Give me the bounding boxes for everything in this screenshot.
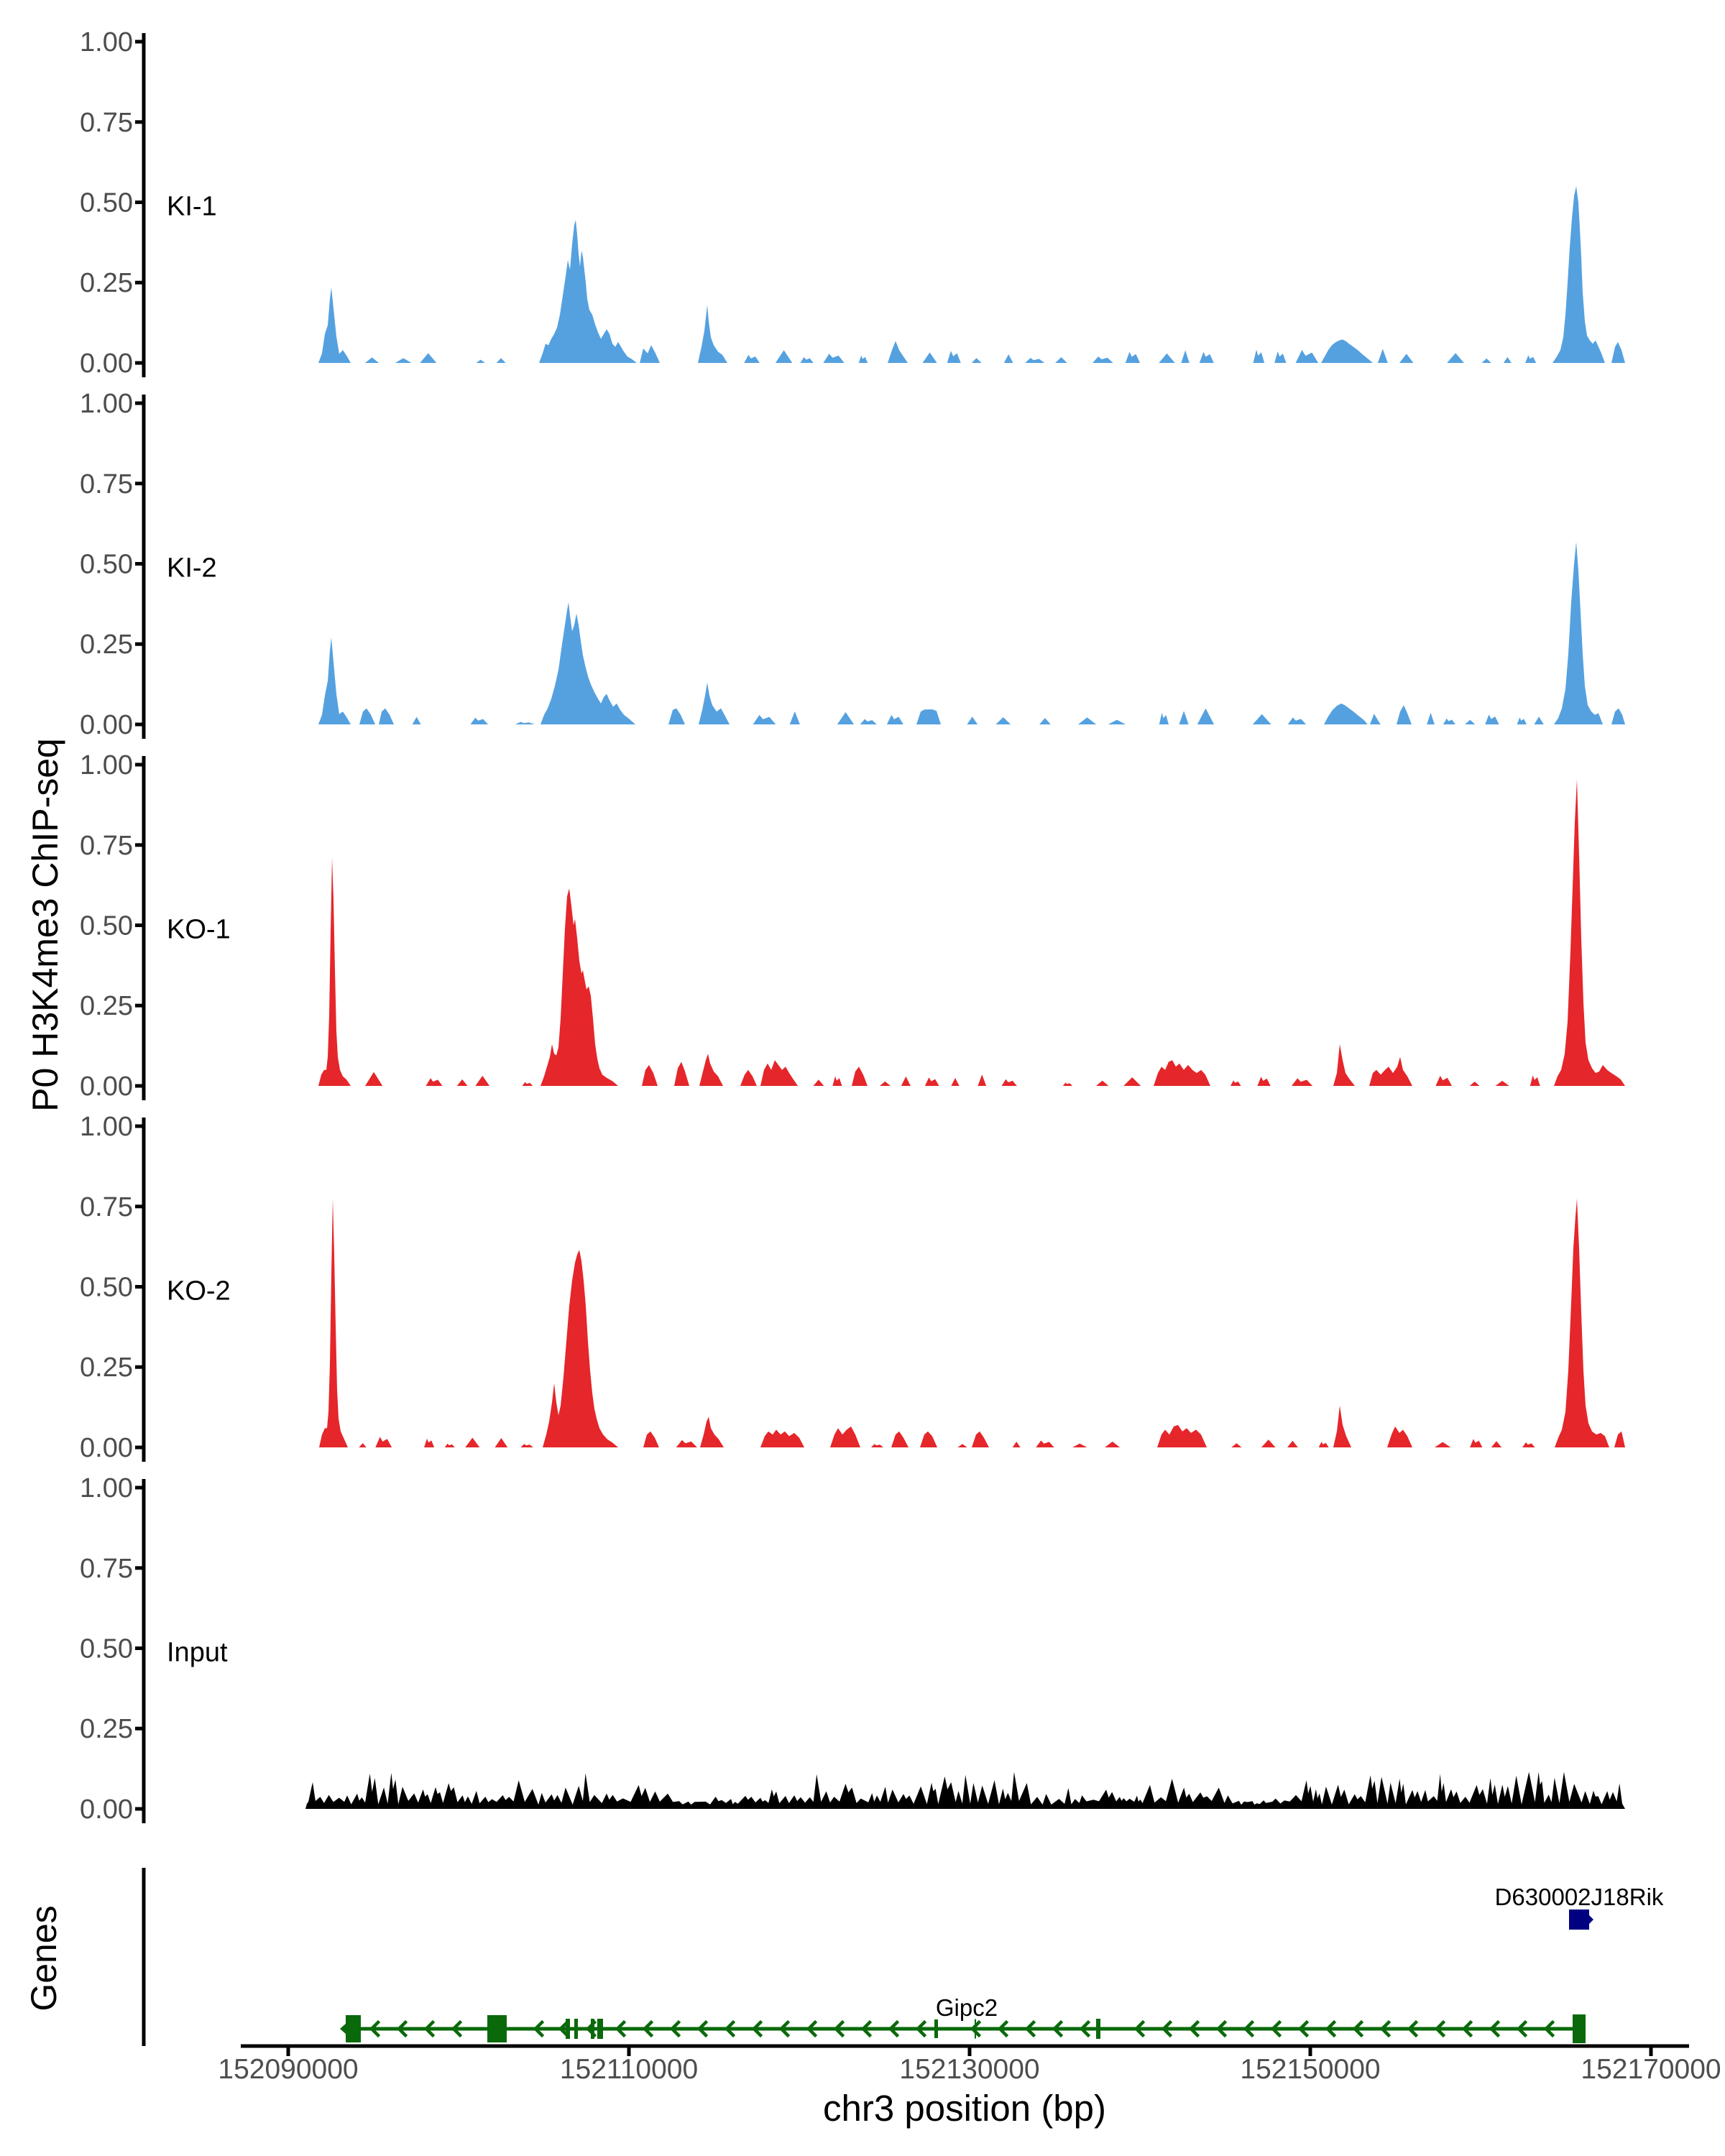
svg-text:1.00: 1.00 [80, 389, 133, 419]
svg-text:0.75: 0.75 [80, 831, 133, 861]
svg-text:152110000: 152110000 [560, 2054, 698, 2085]
svg-text:0.50: 0.50 [80, 1273, 133, 1303]
svg-text:1.00: 1.00 [80, 750, 133, 780]
svg-text:0.00: 0.00 [80, 1433, 133, 1463]
svg-text:0.00: 0.00 [80, 349, 133, 379]
svg-text:chr3 position (bp): chr3 position (bp) [823, 2088, 1106, 2129]
svg-text:0.25: 0.25 [80, 991, 133, 1021]
svg-text:0.50: 0.50 [80, 1634, 133, 1664]
svg-text:Input: Input [167, 1638, 228, 1668]
svg-text:152090000: 152090000 [218, 2054, 358, 2085]
svg-text:0.75: 0.75 [80, 469, 133, 499]
svg-text:D630002J18Rik: D630002J18Rik [1495, 1884, 1664, 1910]
svg-text:KI-1: KI-1 [167, 192, 217, 222]
svg-text:Genes: Genes [24, 1905, 64, 2011]
svg-text:0.75: 0.75 [80, 108, 133, 138]
svg-text:0.50: 0.50 [80, 550, 133, 580]
svg-text:0.00: 0.00 [80, 1072, 133, 1102]
svg-text:0.50: 0.50 [80, 188, 133, 218]
svg-text:1.00: 1.00 [80, 1473, 133, 1503]
svg-text:0.50: 0.50 [80, 911, 133, 941]
svg-text:Gipc2: Gipc2 [936, 1994, 998, 2021]
svg-text:152170000: 152170000 [1581, 2054, 1721, 2085]
svg-text:P0 H3K4me3 ChIP-seq: P0 H3K4me3 ChIP-seq [25, 738, 65, 1112]
svg-text:0.75: 0.75 [80, 1554, 133, 1584]
svg-text:KO-1: KO-1 [167, 915, 231, 945]
svg-text:0.25: 0.25 [80, 1353, 133, 1383]
svg-text:1.00: 1.00 [80, 1112, 133, 1142]
svg-text:152150000: 152150000 [1240, 2054, 1380, 2085]
svg-text:1.00: 1.00 [80, 27, 133, 57]
svg-text:0.00: 0.00 [80, 710, 133, 740]
svg-text:KI-2: KI-2 [167, 553, 217, 584]
svg-text:0.25: 0.25 [80, 1714, 133, 1744]
svg-text:0.00: 0.00 [80, 1795, 133, 1825]
svg-text:152130000: 152130000 [899, 2054, 1039, 2085]
svg-text:0.25: 0.25 [80, 268, 133, 298]
svg-text:0.75: 0.75 [80, 1192, 133, 1222]
svg-text:0.25: 0.25 [80, 630, 133, 660]
svg-text:KO-2: KO-2 [167, 1276, 231, 1307]
